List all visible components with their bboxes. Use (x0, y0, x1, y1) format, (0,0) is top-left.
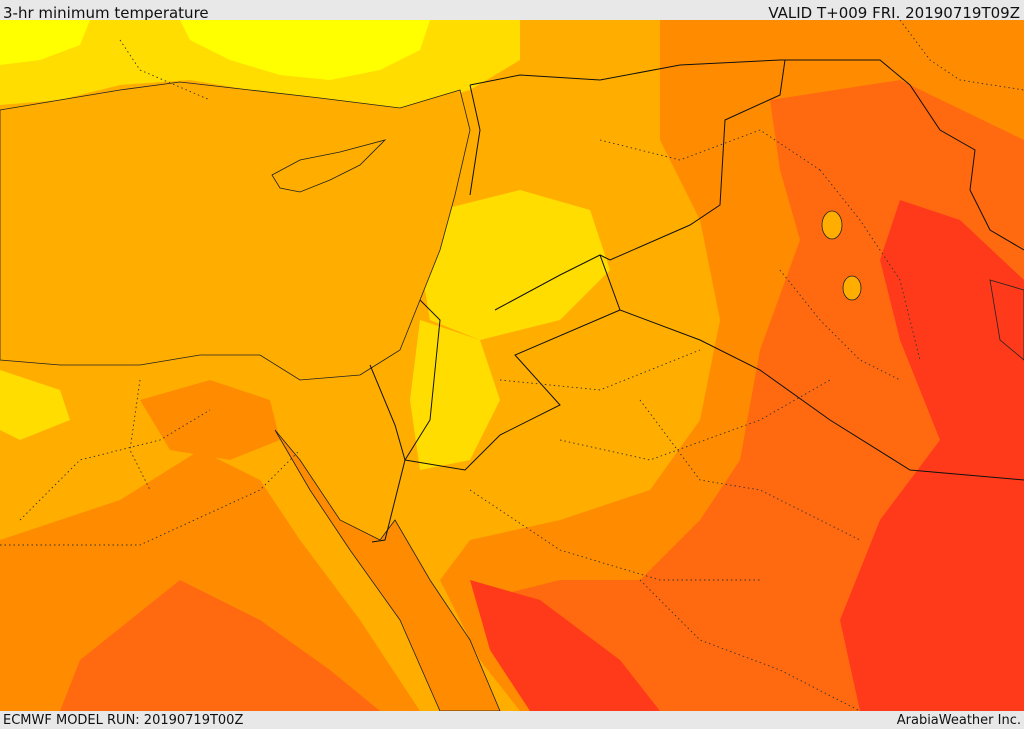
header-bar: 3-hr minimum temperature VALID T+009 FRI… (0, 0, 1024, 22)
temperature-map[interactable] (0, 20, 1024, 711)
map-title: 3-hr minimum temperature (3, 4, 209, 22)
mediterranean-sea (0, 81, 471, 381)
persian-gulf (989, 279, 1024, 361)
country-borders (369, 59, 1024, 543)
red-sea (274, 429, 501, 711)
band-red-south (470, 580, 660, 711)
band-orange-red-southwest (60, 580, 380, 711)
cyprus-island (271, 139, 387, 193)
valid-time: VALID T+009 FRI. 20190719T09Z (768, 4, 1020, 22)
band-yellow-jordan-valley (410, 320, 500, 470)
band-yellow-light-north (180, 20, 430, 80)
credit-label: ArabiaWeather Inc. (896, 713, 1021, 728)
band-yellow-egypt (0, 370, 70, 440)
lake-razaza (842, 275, 862, 301)
band-orange-west (140, 380, 280, 460)
lake-tharthar (821, 210, 843, 240)
band-yellow-light-nw (0, 20, 90, 65)
model-run-label: ECMWF MODEL RUN: 20190719T00Z (3, 713, 244, 728)
province-borders (0, 20, 1024, 711)
band-yellow-levant (420, 190, 610, 340)
band-red-east (840, 200, 1024, 711)
footer-bar: ECMWF MODEL RUN: 20190719T00Z ArabiaWeat… (0, 711, 1024, 729)
